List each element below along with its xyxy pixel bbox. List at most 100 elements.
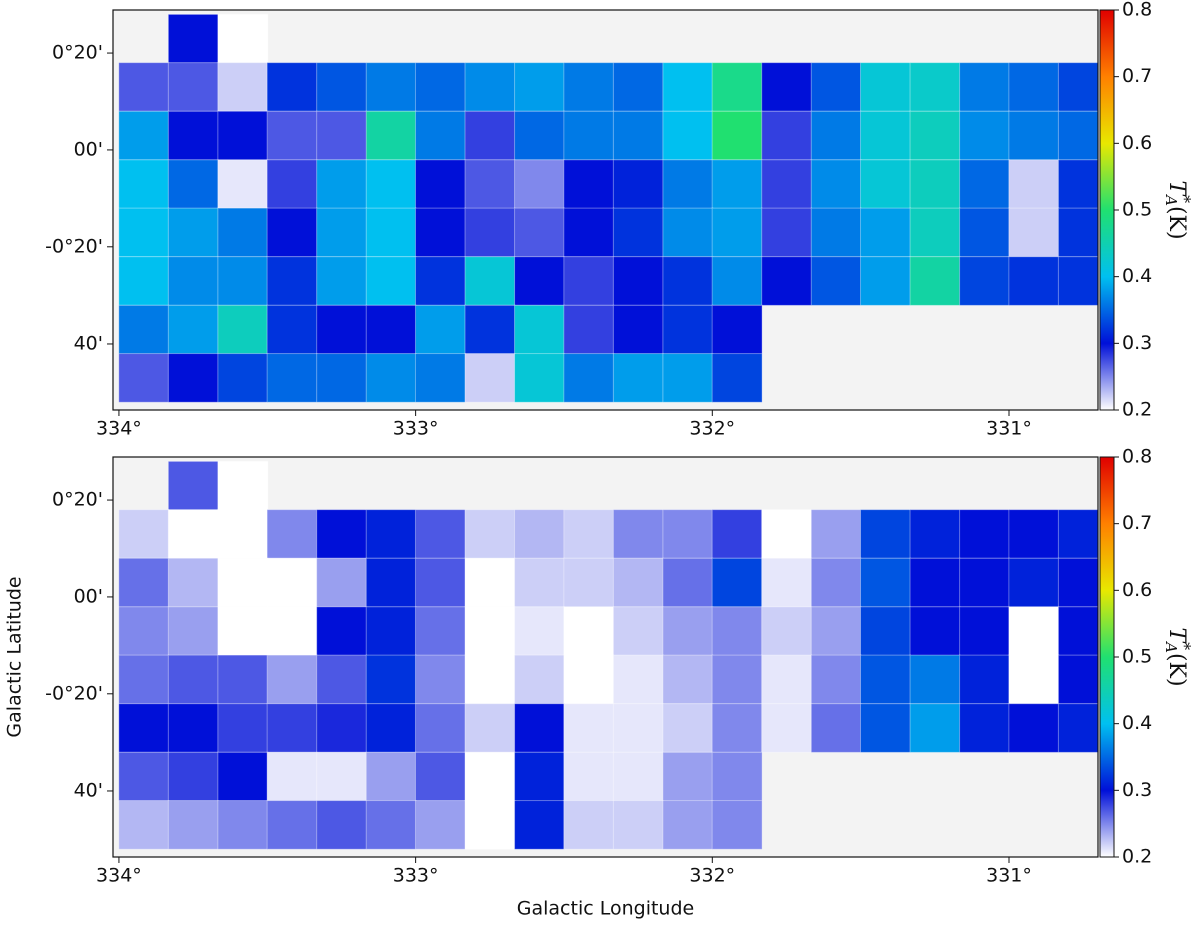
heatmap-cell [810, 654, 862, 705]
heatmap-cell [761, 557, 813, 608]
heatmap-cell [167, 304, 219, 355]
heatmap-cell [316, 159, 368, 210]
heatmap-cell [316, 207, 368, 258]
heatmap-cell [266, 751, 318, 802]
heatmap-cell [909, 110, 961, 161]
heatmap-cell [761, 256, 813, 306]
x-tick-label: 332° [689, 865, 735, 887]
heatmap-cell [909, 606, 961, 657]
heatmap-cell [217, 62, 269, 112]
heatmap-cell [167, 509, 219, 559]
heatmap-cell [217, 207, 269, 258]
heatmap-cell [612, 557, 664, 608]
heatmap-cell [761, 62, 813, 112]
heatmap-cell [1057, 207, 1098, 258]
heatmap-cell [959, 62, 1011, 112]
heatmap-cell [662, 703, 714, 753]
x-tick-label: 331° [986, 865, 1032, 887]
heatmap-cell [612, 207, 664, 258]
heatmap-cell [1008, 509, 1060, 559]
heatmap-cell [612, 800, 664, 850]
heatmap-cell [761, 654, 813, 705]
heatmap-cell [711, 159, 763, 210]
heatmap-cell [1057, 62, 1098, 112]
heatmap-cell [365, 304, 417, 355]
heatmap-cell [810, 62, 862, 112]
heatmap-cell [662, 800, 714, 850]
heatmap-cell [316, 606, 368, 657]
heatmap-cell [662, 207, 714, 258]
colorbar-tick-label: 0.7 [1122, 65, 1152, 87]
heatmap-cell [167, 256, 219, 306]
heatmap-cell [167, 751, 219, 802]
heatmap-cell [365, 353, 417, 403]
heatmap-cell [909, 256, 961, 306]
heatmap-cell [118, 654, 170, 705]
heatmap-cell [662, 353, 714, 403]
heatmap-cell [266, 62, 318, 112]
heatmap-cell [266, 606, 318, 657]
heatmap-cell [414, 62, 466, 112]
heatmap-cell [959, 256, 1011, 306]
heatmap-cell [414, 353, 466, 403]
heatmap-cell [118, 703, 170, 753]
heatmap-cell [464, 353, 516, 403]
colorbar-label-symbol: T [1164, 627, 1189, 644]
heatmap-cell [959, 509, 1011, 559]
y-tick-label: -0°20' [45, 682, 103, 704]
heatmap-cell [266, 509, 318, 559]
heatmap-cell [266, 159, 318, 210]
heatmap-cell [217, 557, 269, 608]
heatmap-cell [860, 654, 911, 705]
heatmap-cell [1008, 256, 1060, 306]
colorbar [1099, 456, 1115, 858]
heatmap-cell [167, 460, 219, 511]
heatmap-cell [711, 110, 763, 161]
heatmap-cell [563, 110, 615, 161]
x-tick-label: 334° [96, 865, 142, 887]
heatmap-cell [316, 509, 368, 559]
heatmap-cell [365, 654, 417, 705]
heatmap-cell [810, 159, 862, 210]
heatmap-cell [909, 654, 961, 705]
heatmap-cell [909, 703, 961, 753]
heatmap-cell [217, 159, 269, 210]
heatmap-cell [118, 110, 170, 161]
heatmap-cell [662, 557, 714, 608]
colorbar-label: T*A(K) [1162, 180, 1195, 239]
colorbar-label-sup: * [1176, 642, 1195, 650]
heatmap-cell [514, 606, 566, 657]
heatmap-cell [959, 703, 1011, 753]
colorbar-label-sub: A [1162, 640, 1180, 653]
x-tick-label: 334° [96, 418, 142, 440]
heatmap-cell [563, 353, 615, 403]
y-tick-label: 40' [74, 779, 103, 801]
heatmap-cell [514, 557, 566, 608]
heatmap-cell [612, 110, 664, 161]
heatmap-cell [563, 509, 615, 559]
colorbar-label-sub: A [1162, 193, 1180, 206]
heatmap-cell [167, 159, 219, 210]
y-tick-label: 40' [74, 332, 103, 354]
axis-frame [112, 9, 1099, 411]
heatmap-cell [959, 159, 1011, 210]
colorbar-label-unit: (K) [1164, 206, 1189, 240]
heatmap-cell [860, 509, 911, 559]
heatmap-cell [167, 557, 219, 608]
heatmap-cell [464, 654, 516, 705]
heatmap-cell [711, 606, 763, 657]
heatmap-cell [711, 304, 763, 355]
heatmap-cell [612, 509, 664, 559]
heatmap-cell [217, 606, 269, 657]
heatmap-cell [860, 110, 911, 161]
heatmap-cell [118, 557, 170, 608]
heatmap-cell [414, 256, 466, 306]
heatmap-cell [612, 751, 664, 802]
colorbar-tick-label: 0.8 [1122, 446, 1152, 468]
heatmap-cell [563, 751, 615, 802]
heatmap-cell [1008, 62, 1060, 112]
heatmap-cell [217, 353, 269, 403]
colorbar-tick-label: 0.6 [1122, 579, 1152, 601]
colorbar-tick-label: 0.3 [1122, 779, 1152, 801]
heatmap-cell [316, 654, 368, 705]
